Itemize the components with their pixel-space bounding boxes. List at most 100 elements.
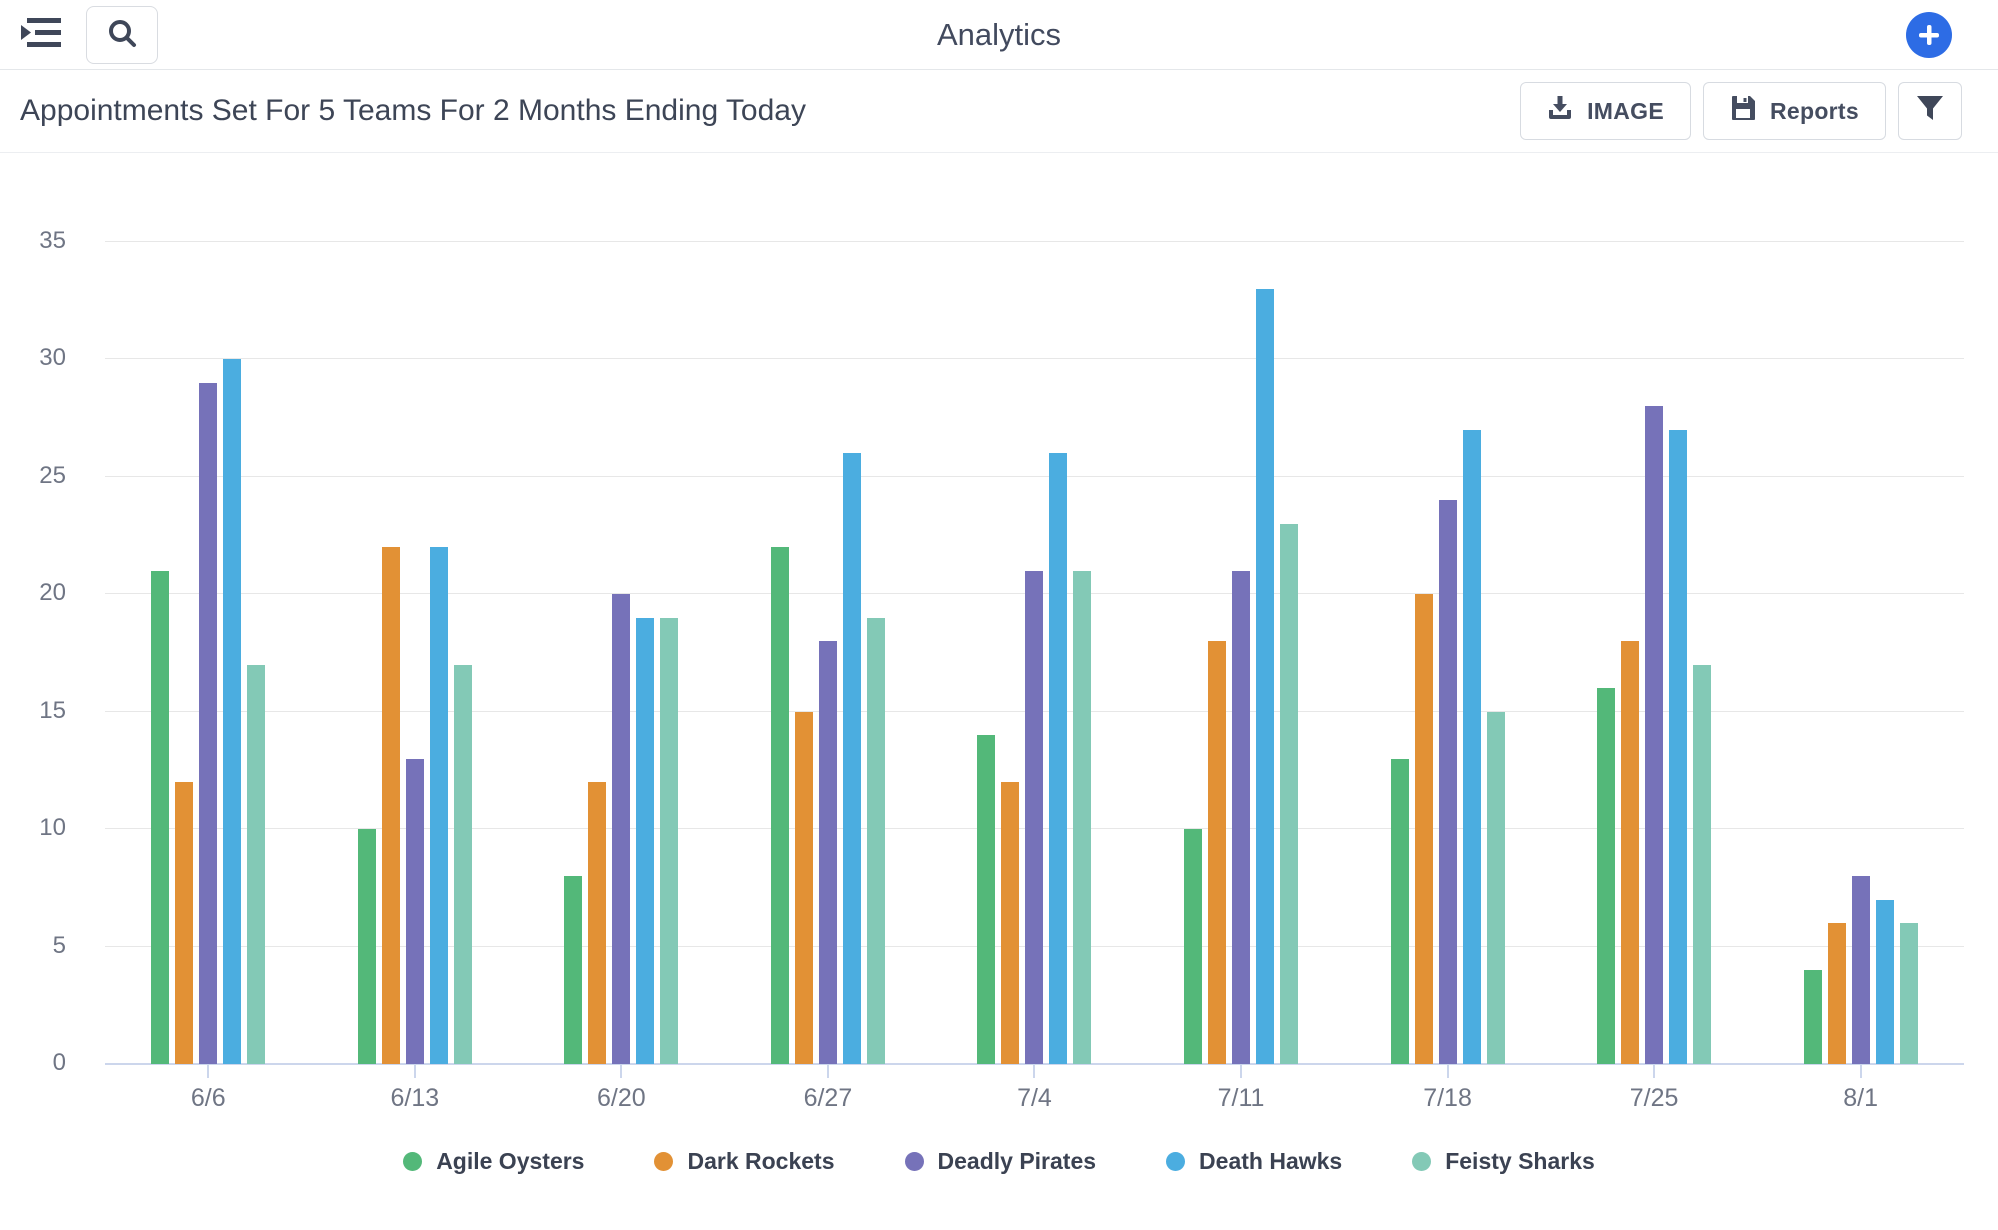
- bar-deadly-pirates-6/13[interactable]: [405, 758, 424, 1064]
- legend-label: Feisty Sharks: [1445, 1148, 1595, 1174]
- bar-feisty-sharks-7/25[interactable]: [1693, 664, 1712, 1064]
- toolbar-actions: IMAGE Reports: [1520, 70, 1962, 152]
- bar-group-7/11: 7/11: [1184, 242, 1298, 1112]
- sidebar-toggle-button[interactable]: [18, 13, 64, 57]
- bar-dark-rockets-7/4[interactable]: [1001, 782, 1020, 1064]
- bar-group-8/1: 8/1: [1803, 242, 1918, 1112]
- bar-agile-oysters-6/13[interactable]: [357, 829, 376, 1064]
- bar-death-hawks-6/27[interactable]: [842, 453, 861, 1064]
- legend-item-feisty-sharks[interactable]: Feisty Sharks: [1412, 1148, 1595, 1175]
- download-image-button[interactable]: IMAGE: [1520, 82, 1691, 140]
- y-axis-tick-label: 0: [52, 1049, 66, 1076]
- gridline-30: [105, 358, 1964, 360]
- bar-dark-rockets-6/27[interactable]: [794, 711, 813, 1064]
- bar-dark-rockets-7/18[interactable]: [1414, 594, 1433, 1064]
- bar-feisty-sharks-7/4[interactable]: [1073, 570, 1092, 1064]
- filter-icon: [1916, 94, 1944, 128]
- x-axis-tick-label: 6/20: [597, 1084, 646, 1112]
- bar-groups: 6/6 6/13 6/20 6/27 7/4 7/11 7/18 7/25 8/1: [105, 242, 1964, 1112]
- bar-dark-rockets-7/11[interactable]: [1208, 641, 1226, 1064]
- legend-swatch-icon: [904, 1152, 924, 1171]
- bar-dark-rockets-8/1[interactable]: [1827, 923, 1846, 1064]
- bar-agile-oysters-8/1[interactable]: [1803, 970, 1822, 1064]
- x-axis-tick: [207, 1064, 210, 1078]
- legend-swatch-icon: [1412, 1152, 1432, 1171]
- bar-feisty-sharks-6/6[interactable]: [247, 664, 266, 1064]
- bar-deadly-pirates-8/1[interactable]: [1851, 876, 1870, 1064]
- bar-death-hawks-8/1[interactable]: [1875, 899, 1894, 1064]
- search-icon: [107, 18, 137, 51]
- bar-agile-oysters-7/4[interactable]: [977, 735, 996, 1064]
- bar-agile-oysters-6/6[interactable]: [151, 570, 170, 1064]
- bar-deadly-pirates-6/6[interactable]: [199, 382, 218, 1064]
- bar-feisty-sharks-7/11[interactable]: [1280, 523, 1298, 1064]
- filter-button[interactable]: [1898, 82, 1962, 140]
- bar-feisty-sharks-6/27[interactable]: [866, 617, 885, 1064]
- app-header: Analytics: [0, 0, 1998, 70]
- bar-feisty-sharks-6/20[interactable]: [660, 617, 679, 1064]
- bar-death-hawks-7/11[interactable]: [1256, 288, 1274, 1064]
- legend-swatch-icon: [403, 1152, 423, 1171]
- bar-dark-rockets-6/13[interactable]: [381, 547, 400, 1064]
- x-axis-tick-label: 8/1: [1843, 1084, 1879, 1112]
- bar-feisty-sharks-7/18[interactable]: [1486, 711, 1505, 1064]
- bar-deadly-pirates-7/25[interactable]: [1645, 406, 1664, 1064]
- y-axis-tick-label: 35: [39, 227, 66, 254]
- reports-label: Reports: [1769, 97, 1859, 124]
- y-axis-tick-label: 25: [39, 461, 66, 489]
- legend-label: Agile Oysters: [436, 1148, 585, 1174]
- bar-death-hawks-6/20[interactable]: [636, 617, 655, 1064]
- legend-item-agile-oysters[interactable]: Agile Oysters: [403, 1148, 584, 1175]
- bar-group-7/18: 7/18: [1390, 242, 1505, 1112]
- y-axis-tick-label: 20: [39, 579, 66, 607]
- x-axis-tick-label: 7/18: [1423, 1084, 1472, 1112]
- legend-label: Death Hawks: [1199, 1148, 1343, 1174]
- bar-agile-oysters-6/20[interactable]: [564, 876, 583, 1064]
- bar-feisty-sharks-6/13[interactable]: [453, 664, 472, 1064]
- y-axis-tick-label: 10: [39, 814, 66, 842]
- bar-dark-rockets-6/6[interactable]: [175, 782, 194, 1064]
- legend-item-dark-rockets[interactable]: Dark Rockets: [654, 1148, 835, 1175]
- legend-label: Deadly Pirates: [937, 1148, 1097, 1174]
- bar-group-6/6: 6/6: [151, 242, 266, 1112]
- bar-group-7/4: 7/4: [977, 242, 1092, 1112]
- bar-death-hawks-7/18[interactable]: [1462, 429, 1481, 1064]
- x-axis-tick-label: 6/6: [190, 1084, 226, 1112]
- bar-death-hawks-7/25[interactable]: [1669, 429, 1688, 1064]
- legend-item-death-hawks[interactable]: Death Hawks: [1166, 1148, 1342, 1175]
- gridline-35: [105, 241, 1964, 242]
- bar-agile-oysters-7/18[interactable]: [1390, 758, 1409, 1064]
- bar-agile-oysters-7/25[interactable]: [1597, 688, 1616, 1064]
- x-axis-tick: [1859, 1064, 1862, 1078]
- bar-deadly-pirates-6/27[interactable]: [818, 641, 837, 1064]
- bar-deadly-pirates-7/4[interactable]: [1025, 570, 1044, 1064]
- bar-agile-oysters-7/11[interactable]: [1184, 829, 1202, 1064]
- bar-deadly-pirates-6/20[interactable]: [612, 594, 631, 1064]
- bar-agile-oysters-6/27[interactable]: [770, 547, 789, 1064]
- y-axis-tick-label: 15: [39, 696, 66, 724]
- plot-area: 0 5 10 15 20 25 30 35 6/6 6/13 6/20 6/27 7/4 7/11 7/18…: [39, 227, 1964, 1112]
- legend-item-deadly-pirates[interactable]: Deadly Pirates: [904, 1148, 1097, 1175]
- legend-label: Dark Rockets: [687, 1148, 835, 1174]
- x-axis-tick-label: 7/25: [1629, 1084, 1679, 1112]
- reports-button[interactable]: Reports: [1702, 82, 1886, 140]
- bar-feisty-sharks-8/1[interactable]: [1899, 923, 1918, 1064]
- bar-death-hawks-6/13[interactable]: [429, 547, 448, 1064]
- bar-death-hawks-6/6[interactable]: [223, 359, 242, 1064]
- x-axis-tick: [1446, 1064, 1449, 1078]
- plus-icon: [1917, 23, 1941, 47]
- bar-deadly-pirates-7/18[interactable]: [1438, 500, 1457, 1064]
- bar-deadly-pirates-7/11[interactable]: [1232, 570, 1250, 1064]
- bar-group-6/27: 6/27: [770, 242, 885, 1112]
- gridline-25: [105, 475, 1964, 477]
- save-icon: [1730, 95, 1756, 127]
- bar-group-6/20: 6/20: [564, 242, 679, 1112]
- report-toolbar: Appointments Set For 5 Teams For 2 Month…: [0, 70, 1998, 153]
- bar-dark-rockets-6/20[interactable]: [588, 782, 607, 1064]
- search-button[interactable]: [86, 5, 158, 64]
- bar-death-hawks-7/4[interactable]: [1049, 453, 1068, 1064]
- add-button[interactable]: [1906, 12, 1952, 58]
- bar-dark-rockets-7/25[interactable]: [1621, 641, 1640, 1064]
- legend-swatch-icon: [654, 1152, 674, 1171]
- x-axis-tick: [620, 1064, 623, 1078]
